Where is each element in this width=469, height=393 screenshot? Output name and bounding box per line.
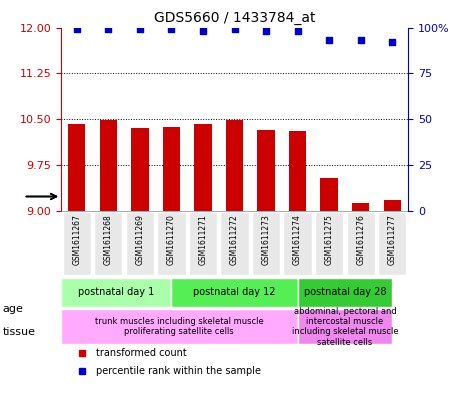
- FancyBboxPatch shape: [298, 309, 392, 344]
- FancyBboxPatch shape: [94, 212, 122, 275]
- FancyBboxPatch shape: [126, 212, 154, 275]
- Text: tissue: tissue: [2, 327, 35, 337]
- FancyBboxPatch shape: [189, 212, 217, 275]
- FancyBboxPatch shape: [378, 212, 407, 275]
- Text: trunk muscles including skeletal muscle
proliferating satellite cells: trunk muscles including skeletal muscle …: [95, 317, 264, 336]
- Point: [262, 28, 270, 34]
- Point: [231, 26, 238, 33]
- FancyBboxPatch shape: [171, 277, 298, 307]
- Text: GSM1611276: GSM1611276: [356, 214, 365, 265]
- FancyBboxPatch shape: [61, 309, 298, 344]
- Bar: [68, 124, 85, 211]
- Bar: [384, 200, 401, 211]
- Text: GSM1611267: GSM1611267: [72, 214, 81, 265]
- FancyBboxPatch shape: [157, 212, 186, 275]
- Text: GSM1611277: GSM1611277: [388, 214, 397, 265]
- Text: GSM1611275: GSM1611275: [325, 214, 333, 265]
- Bar: [194, 124, 212, 211]
- Text: GSM1611273: GSM1611273: [262, 214, 271, 265]
- Text: GSM1611269: GSM1611269: [136, 214, 144, 265]
- FancyBboxPatch shape: [283, 212, 312, 275]
- Text: transformed count: transformed count: [96, 348, 186, 358]
- Bar: [257, 130, 275, 211]
- Point: [199, 28, 207, 34]
- Text: postnatal day 1: postnatal day 1: [78, 287, 154, 297]
- Point: [167, 26, 175, 33]
- Text: GSM1611274: GSM1611274: [293, 214, 302, 265]
- Point: [325, 37, 333, 44]
- Bar: [226, 119, 243, 211]
- FancyBboxPatch shape: [298, 277, 392, 307]
- Point: [294, 28, 302, 34]
- Point: [73, 26, 81, 33]
- Text: age: age: [2, 303, 23, 314]
- FancyBboxPatch shape: [252, 212, 280, 275]
- Point: [388, 39, 396, 45]
- Point: [136, 26, 144, 33]
- FancyBboxPatch shape: [315, 212, 343, 275]
- Text: postnatal day 12: postnatal day 12: [193, 287, 276, 297]
- FancyBboxPatch shape: [220, 212, 249, 275]
- Bar: [352, 203, 370, 211]
- Text: GSM1611268: GSM1611268: [104, 214, 113, 264]
- Title: GDS5660 / 1433784_at: GDS5660 / 1433784_at: [154, 11, 315, 25]
- Bar: [289, 131, 306, 211]
- Text: GSM1611270: GSM1611270: [167, 214, 176, 265]
- Text: GSM1611272: GSM1611272: [230, 214, 239, 264]
- Point: [105, 26, 112, 33]
- FancyBboxPatch shape: [61, 277, 171, 307]
- Text: abdominal, pectoral and
intercostal muscle
including skeletal muscle
satellite c: abdominal, pectoral and intercostal musc…: [292, 307, 398, 347]
- Text: postnatal day 28: postnatal day 28: [304, 287, 386, 297]
- Bar: [320, 178, 338, 211]
- Bar: [163, 127, 180, 211]
- Point: [357, 37, 364, 44]
- Bar: [131, 128, 149, 211]
- Bar: [99, 120, 117, 211]
- FancyBboxPatch shape: [347, 212, 375, 275]
- FancyBboxPatch shape: [62, 212, 91, 275]
- Text: percentile rank within the sample: percentile rank within the sample: [96, 366, 261, 376]
- Text: GSM1611271: GSM1611271: [198, 214, 207, 264]
